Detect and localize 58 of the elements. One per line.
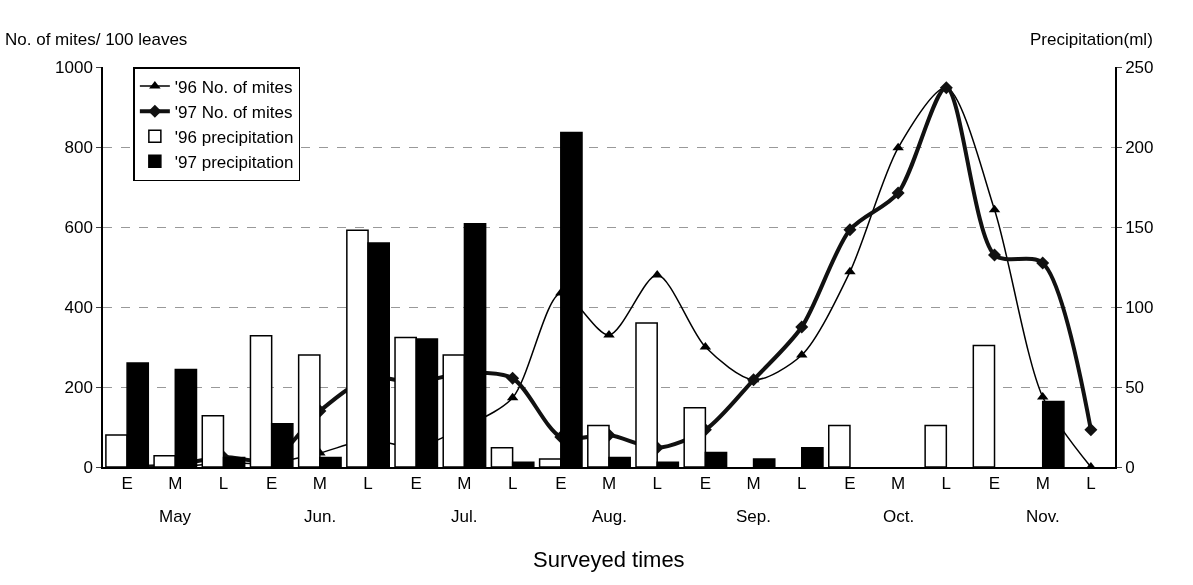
text: Nov. <box>1026 507 1060 526</box>
x-tick-label: M <box>601 474 617 494</box>
y2-tick-label: 150 <box>1125 217 1154 237</box>
point <box>988 248 1002 262</box>
x-tick-label: E <box>410 474 422 494</box>
y-tick-label: 800 <box>64 137 93 157</box>
y-tick-label: 200 <box>64 377 93 397</box>
x-tick-label: M <box>746 474 761 494</box>
x-tick-label: E <box>699 474 712 494</box>
point <box>891 186 905 200</box>
y-tick-label: 0 <box>83 457 93 477</box>
text: Jun. <box>304 507 337 526</box>
x-tick-label: M <box>168 474 183 494</box>
point <box>506 371 520 385</box>
x-tick-label: L <box>218 474 229 494</box>
x-tick-label: E <box>266 474 278 494</box>
legend-label: '97 precipitation <box>174 152 294 172</box>
y-tick-label: 400 <box>64 297 93 317</box>
y2-tick-label: 200 <box>1125 137 1154 157</box>
point <box>747 373 761 387</box>
y2-tick-label: 250 <box>1125 57 1154 77</box>
point <box>892 142 904 151</box>
point <box>939 81 953 95</box>
legend-label: '96 precipitation <box>174 127 294 147</box>
y-tick-label: 600 <box>64 217 93 237</box>
x-tick-label: L <box>797 474 807 494</box>
x-tick-label: M <box>1035 474 1050 494</box>
x-tick-label: E <box>555 474 567 494</box>
x-tick-label: E <box>988 474 1001 494</box>
y-axis-title: No. of mites/ 100 leaves <box>5 30 188 49</box>
y-tick-label: 1000 <box>55 57 93 77</box>
x-tick-label: E <box>844 474 856 494</box>
point <box>1084 423 1098 437</box>
y2-tick-label: 50 <box>1125 377 1145 397</box>
point <box>1036 256 1050 270</box>
y2-tick-label: 100 <box>1125 297 1154 317</box>
legend-label: '96 No. of mites <box>174 77 293 97</box>
x-axis-title: Surveyed times <box>533 547 685 572</box>
x-tick-label: L <box>941 474 952 494</box>
text: Sep. <box>736 507 771 526</box>
x-tick-label: L <box>507 474 518 494</box>
point <box>844 266 856 275</box>
text: May <box>159 507 192 526</box>
y2-axis-title: Precipitation(ml) <box>1030 30 1153 49</box>
text: Oct. <box>883 507 915 526</box>
x-tick-label: L <box>652 474 662 494</box>
point <box>843 223 857 237</box>
legend-label: '97 No. of mites <box>174 102 293 122</box>
x-tick-label: L <box>1086 474 1096 494</box>
text: Aug. <box>592 507 627 526</box>
x-tick-label: M <box>891 474 906 494</box>
y2-tick-label: 0 <box>1125 457 1135 477</box>
x-tick-label: E <box>121 474 133 494</box>
x-tick-label: M <box>457 474 472 494</box>
point <box>795 320 809 334</box>
x-tick-label: L <box>363 474 373 494</box>
text: Jul. <box>451 507 478 526</box>
x-tick-label: M <box>312 474 327 494</box>
